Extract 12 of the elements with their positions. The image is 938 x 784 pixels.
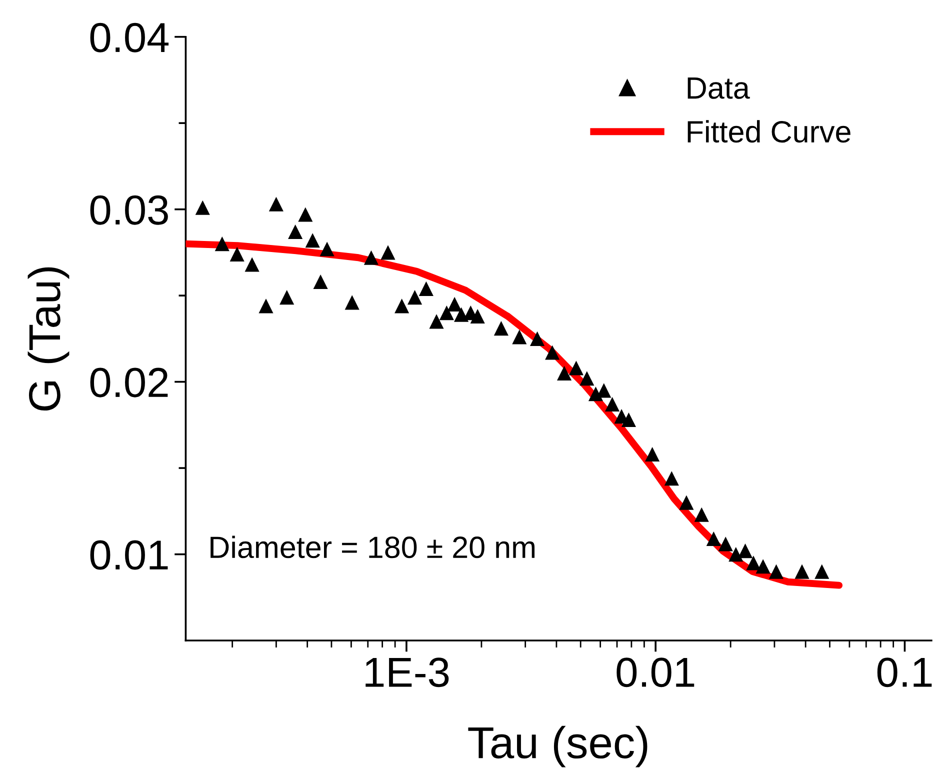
x-axis-title: Tau (sec) bbox=[468, 726, 648, 768]
y-axis-title: G (Tau) bbox=[28, 267, 70, 411]
y-tick-label: 0.02 bbox=[90, 368, 168, 398]
legend-label: Data bbox=[688, 78, 750, 99]
y-tick-label: 0.04 bbox=[90, 22, 169, 52]
y-tick-label: 0.03 bbox=[90, 195, 168, 225]
x-tick-label: 0.01 bbox=[616, 658, 694, 688]
annotation: Diameter = 180 ± 20 nm bbox=[210, 536, 535, 558]
x-tick-label: 1E-3 bbox=[366, 658, 449, 688]
x-tick-label: 0.1 bbox=[877, 658, 932, 688]
legend-label: Fitted Curve bbox=[688, 120, 850, 143]
y-tick-label: 0.01 bbox=[90, 540, 168, 570]
